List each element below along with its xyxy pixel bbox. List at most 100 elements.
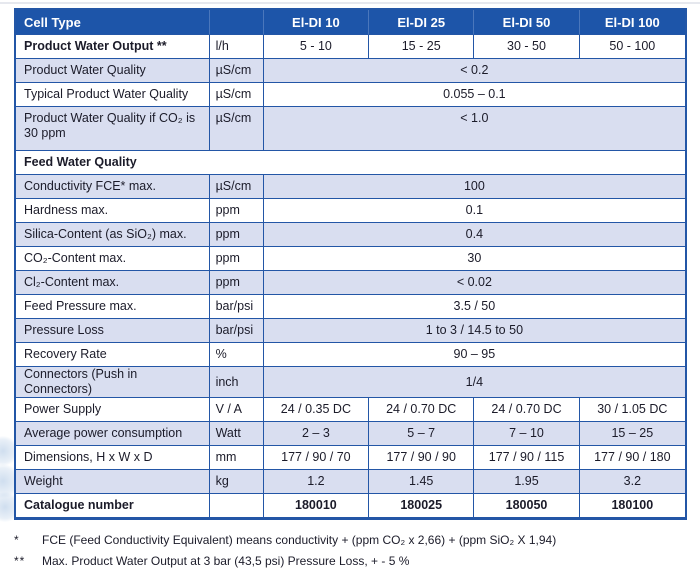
row-value-span: 0.1 <box>263 199 685 223</box>
row-value: 30 / 1.05 DC <box>579 398 685 422</box>
row-label: Weight <box>16 470 210 494</box>
row-value-span: < 0.2 <box>263 59 685 83</box>
row-value: 15 - 25 <box>369 35 475 59</box>
row-value-span: < 0.02 <box>263 271 685 295</box>
header-col-eldi50: El-DI 50 <box>474 10 580 35</box>
table-row: Power Supply V / A 24 / 0.35 DC 24 / 0.70 D… <box>16 398 685 422</box>
row-unit: ppm <box>209 223 264 247</box>
spec-table-body: Product Water Output ** l/h 5 - 10 15 - 25 3… <box>16 35 685 518</box>
row-label: Dimensions, H x W x D <box>16 446 210 470</box>
table-row: Product Water Output ** l/h 5 - 10 15 - 25 3… <box>16 35 685 59</box>
row-value-span: 100 <box>263 175 685 199</box>
row-label: Conductivity FCE* max. <box>16 175 210 199</box>
row-label: Feed Pressure max. <box>16 295 210 319</box>
footnote-symbol: * <box>14 533 20 547</box>
row-value-span: 0.4 <box>263 223 685 247</box>
table-row: Product Water Quality µS/cm < 0.2 <box>16 59 685 83</box>
table-row: Weight kg 1.2 1.45 1.95 3.2 <box>16 470 685 494</box>
row-value: 24 / 0.35 DC <box>263 398 370 422</box>
row-value: 24 / 0.70 DC <box>369 398 475 422</box>
row-label: Power Supply <box>16 398 210 422</box>
row-value-span: 0.055 – 0.1 <box>263 83 685 107</box>
header-col-eldi10: El-DI 10 <box>263 10 370 35</box>
table-row: Pressure Loss bar/psi 1 to 3 / 14.5 to 50 <box>16 319 685 343</box>
row-value: 1.2 <box>263 470 370 494</box>
row-value-span: 1/4 <box>263 367 685 398</box>
footnote-text: FCE (Feed Conductivity Equivalent) means… <box>42 533 557 547</box>
row-value: 1.45 <box>369 470 475 494</box>
footnote-fce: * FCE (Feed Conductivity Equivalent) mea… <box>14 533 684 547</box>
row-value: 180050 <box>474 494 580 518</box>
row-value: 5 – 7 <box>369 422 475 446</box>
page-top-rule <box>0 2 700 4</box>
row-value: 50 - 100 <box>579 35 685 59</box>
row-value: 180100 <box>579 494 685 518</box>
row-label: Typical Product Water Quality <box>16 83 210 107</box>
table-row: CO₂-Content max. ppm 30 <box>16 247 685 271</box>
spec-table-header: Cell Type El-DI 10 El-DI 25 El-DI 50 El-… <box>16 10 685 35</box>
row-label: Connectors (Push in Connectors) <box>16 367 210 398</box>
row-unit: bar/psi <box>209 295 264 319</box>
row-label: Recovery Rate <box>16 343 210 367</box>
row-label: Catalogue number <box>16 494 210 518</box>
row-label: Product Water Quality if CO₂ is 30 ppm <box>16 107 210 151</box>
table-row: Typical Product Water Quality µS/cm 0.055 … <box>16 83 685 107</box>
header-cell-type: Cell Type <box>16 10 210 35</box>
row-unit: % <box>209 343 264 367</box>
row-label: CO₂-Content max. <box>16 247 210 271</box>
row-value: 180025 <box>369 494 475 518</box>
row-value: 3.2 <box>579 470 685 494</box>
row-value: 5 - 10 <box>263 35 370 59</box>
row-label: Silica-Content (as SiO₂) max. <box>16 223 210 247</box>
header-unit-cell <box>209 10 264 35</box>
row-value-span: 30 <box>263 247 685 271</box>
table-row: Feed Water Quality <box>16 151 685 175</box>
row-value: 2 – 3 <box>263 422 370 446</box>
header-col-eldi100: El-DI 100 <box>579 10 685 35</box>
row-label: Product Water Output ** <box>16 35 210 59</box>
row-unit: l/h <box>209 35 264 59</box>
row-unit: bar/psi <box>209 319 264 343</box>
row-value: 177 / 90 / 70 <box>263 446 370 470</box>
row-unit: V / A <box>209 398 264 422</box>
row-value-span: 90 – 95 <box>263 343 685 367</box>
row-value: 177 / 90 / 180 <box>579 446 685 470</box>
row-label: Product Water Quality <box>16 59 210 83</box>
row-value: 15 – 25 <box>579 422 685 446</box>
row-value-span: 3.5 / 50 <box>263 295 685 319</box>
table-row: Product Water Quality if CO₂ is 30 ppm µS… <box>16 107 685 151</box>
watermark-bubble <box>0 436 18 466</box>
footnote-text: Max. Product Water Output at 3 bar (43,5… <box>42 554 410 568</box>
table-row: Cl₂-Content max. ppm < 0.02 <box>16 271 685 295</box>
row-unit: inch <box>209 367 264 398</box>
row-value: 177 / 90 / 115 <box>474 446 580 470</box>
footnote-output: ** Max. Product Water Output at 3 bar (4… <box>14 554 684 568</box>
row-label: Cl₂-Content max. <box>16 271 210 295</box>
table-row: Silica-Content (as SiO₂) max. ppm 0.4 <box>16 223 685 247</box>
row-value-span: 1 to 3 / 14.5 to 50 <box>263 319 685 343</box>
row-unit: kg <box>209 470 264 494</box>
row-unit <box>209 494 264 518</box>
table-row: Hardness max. ppm 0.1 <box>16 199 685 223</box>
row-unit: µS/cm <box>209 59 264 83</box>
header-row: Cell Type El-DI 10 El-DI 25 El-DI 50 El-… <box>16 10 685 35</box>
footnote-symbol: ** <box>14 554 26 568</box>
row-unit: µS/cm <box>209 83 264 107</box>
section-label: Feed Water Quality <box>16 151 685 175</box>
row-unit: Watt <box>209 422 264 446</box>
row-unit: ppm <box>209 247 264 271</box>
table-row: Feed Pressure max. bar/psi 3.5 / 50 <box>16 295 685 319</box>
row-label: Pressure Loss <box>16 319 210 343</box>
row-label: Hardness max. <box>16 199 210 223</box>
row-value: 177 / 90 / 90 <box>369 446 475 470</box>
row-value-span: < 1.0 <box>263 107 685 151</box>
row-unit: ppm <box>209 271 264 295</box>
table-row: Catalogue number 180010 180025 180050 180100 <box>16 494 685 518</box>
footnotes: * FCE (Feed Conductivity Equivalent) mea… <box>14 533 684 575</box>
spec-table: Cell Type El-DI 10 El-DI 25 El-DI 50 El-… <box>14 8 687 520</box>
row-value: 30 - 50 <box>474 35 580 59</box>
row-label: Average power consumption <box>16 422 210 446</box>
header-col-eldi25: El-DI 25 <box>369 10 475 35</box>
